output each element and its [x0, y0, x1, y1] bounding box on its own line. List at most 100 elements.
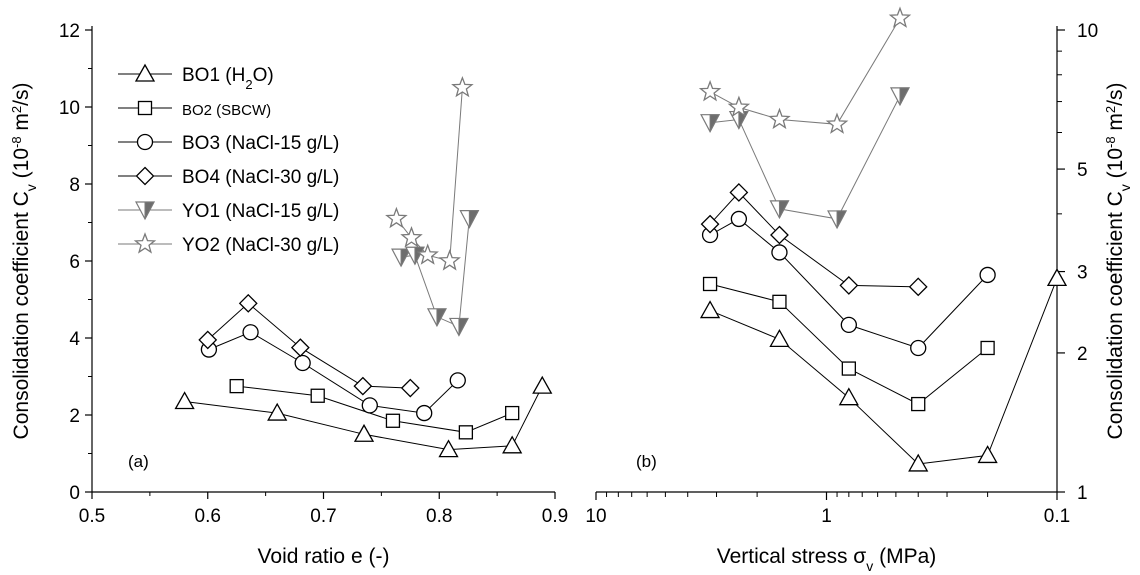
panel-a-point-bo2	[458, 425, 474, 440]
panel-b-point-yo2	[825, 112, 849, 134]
panel-a-y-label-mid: m	[10, 113, 33, 136]
legend-label-yo2: YO2 (NaCl-30 g/L)	[182, 235, 339, 256]
panel-b-point-bo1	[1046, 268, 1068, 287]
panel-a-point-bo1	[174, 391, 195, 410]
panel-a-point-bo4	[400, 378, 420, 398]
panel-b-point-yo1-fill	[899, 87, 910, 106]
panel-b-point-yo1	[889, 87, 910, 107]
panel-b-y-label-open: (10	[1104, 148, 1127, 184]
panel-b-y-tick-label: 5	[1077, 160, 1088, 181]
panel-a-point-yo1-fill	[400, 248, 411, 267]
panel-b-y-label-exp2: 2	[1103, 106, 1118, 113]
panel-a-point-bo3	[416, 404, 433, 422]
panel-b-point-bo4	[908, 277, 928, 297]
panel-a-y-tick-label: 8	[69, 175, 80, 196]
panel-b-point-bo3	[771, 244, 788, 261]
panel-b-point-bo4	[729, 183, 749, 202]
panel-a-point-yo1	[426, 308, 447, 328]
legend-label-yo1: YO1 (NaCl-15 g/L)	[182, 201, 339, 222]
panel-b-point-bo2	[772, 294, 787, 309]
panel-a-y-tick-label: 4	[69, 329, 80, 350]
panel-a-line-bo1	[184, 385, 543, 451]
panel-a-point-yo2	[438, 249, 461, 271]
panel-a-x-tick-label: 0.5	[79, 506, 105, 527]
panel-b-label: (b)	[636, 452, 657, 471]
legend-label-text: BO3 (NaCl-15 g/L)	[182, 133, 339, 154]
panel-b-y-tick-label: 3	[1077, 263, 1088, 284]
panel-b-point-bo2	[702, 276, 718, 292]
panel-b-point-yo1	[700, 114, 721, 133]
panel-b-line-bo2	[709, 283, 988, 405]
panel-a-point-bo1	[267, 402, 288, 421]
legend-marker-yo1-fill	[144, 201, 155, 220]
panel-b-point-bo4	[770, 225, 789, 245]
panel-a-x-tick-label: 0.9	[542, 506, 568, 527]
panel-a-point-yo2	[400, 226, 423, 248]
panel-a-y-tick-label: 10	[59, 98, 80, 119]
legend-label-text: BO4 (NaCl-30 g/L)	[182, 167, 339, 188]
panel-a-label: (a)	[128, 452, 149, 471]
panel-b-point-yo1	[769, 200, 790, 220]
panel-a-point-bo2	[385, 413, 401, 428]
panel-a-point-bo4	[238, 293, 258, 313]
panel-a-point-bo3	[449, 372, 466, 389]
panel-b-point-bo1	[977, 445, 998, 464]
panel-b-point-yo2	[768, 107, 791, 130]
legend-label-text: BO2 (SBCW)	[182, 102, 271, 119]
panel-a-point-bo2	[310, 388, 325, 403]
panel-a-point-yo1-fill	[458, 317, 469, 336]
panel-b-x-tick-label: 1	[821, 506, 832, 527]
panel-b-y-label-end: /s)	[1104, 83, 1127, 106]
panel-b-point-yo1-fill	[836, 210, 847, 229]
panel-b-x-tick-label: 0.1	[1044, 506, 1070, 527]
panel-b-x-label-end: (MPa)	[873, 545, 936, 568]
panel-a-line-bo4	[207, 302, 411, 389]
panel-a-x-label: Void ratio e (-)	[258, 545, 390, 568]
panel-a-y-label-main: Consolidation coefficient C	[10, 191, 33, 439]
panel-b-point-yo1-fill	[778, 200, 790, 219]
panel-b-point-yo1	[827, 210, 848, 230]
legend-label-bo1: BO1 (H2O)	[182, 65, 274, 92]
panel-b-point-bo4	[700, 214, 720, 234]
panel-b-y-label-exp1: -8	[1103, 136, 1118, 148]
panel-b-y-tick-label: 10	[1077, 21, 1098, 42]
panel-a-point-yo2	[416, 243, 439, 265]
legend-label-text: YO1 (NaCl-15 g/L)	[182, 201, 339, 222]
panel-a-x-tick-label: 0.6	[195, 506, 221, 527]
panel-b-y-label-mid: m	[1104, 113, 1127, 136]
panel-b-line-bo4	[709, 191, 919, 288]
panel-b-y-label-sub: v	[1117, 184, 1133, 191]
panel-b-point-yo2	[727, 95, 751, 118]
panel-b-y-tick-label: 2	[1077, 344, 1088, 365]
panel-b-point-bo2	[980, 340, 995, 356]
panel-b-point-bo2	[841, 361, 856, 376]
panel-b-x-label-main: Vertical stress σ	[717, 545, 867, 568]
panel-a-x-tick-label: 0.8	[426, 506, 452, 527]
panel-b-point-bo3	[730, 210, 748, 228]
panel-a-point-bo2	[229, 378, 244, 394]
panel-b-x-label: Vertical stress σv (MPa)	[717, 545, 937, 574]
series-markers	[174, 6, 1068, 472]
panel-b-point-bo1	[908, 453, 929, 472]
legend-label-end: O)	[253, 65, 274, 86]
panel-a-y-label-open: (10	[10, 148, 33, 184]
panel-a-x-tick-label: 0.7	[310, 506, 336, 527]
legend-label-bo4: BO4 (NaCl-30 g/L)	[182, 167, 339, 188]
panel-a-point-yo1	[448, 317, 469, 337]
legend-marker-bo4	[135, 166, 155, 186]
panel-a-point-bo3	[242, 324, 259, 341]
panel-b-point-bo3	[910, 339, 927, 357]
panel-a-y-label: Consolidation coefficient Cv (10-8 m2/s)	[9, 83, 40, 440]
axis-labels: (a) (b)Void ratio e (-) Vertical stress σv…	[9, 83, 1134, 574]
panel-a-point-bo1	[438, 439, 459, 458]
panel-b-point-bo2	[911, 396, 926, 412]
panel-b-line-bo1	[709, 278, 1058, 465]
panel-a-y-label-exp1: -8	[9, 136, 24, 148]
legend-label-text: YO2 (NaCl-30 g/L)	[182, 235, 339, 256]
legend-label-bo3: BO3 (NaCl-15 g/L)	[182, 133, 339, 154]
panel-a-point-yo2	[385, 206, 408, 229]
legend-label-text: BO1 (H	[182, 65, 245, 86]
panel-b-point-bo1	[838, 387, 859, 406]
panel-a-point-bo3	[294, 354, 311, 372]
